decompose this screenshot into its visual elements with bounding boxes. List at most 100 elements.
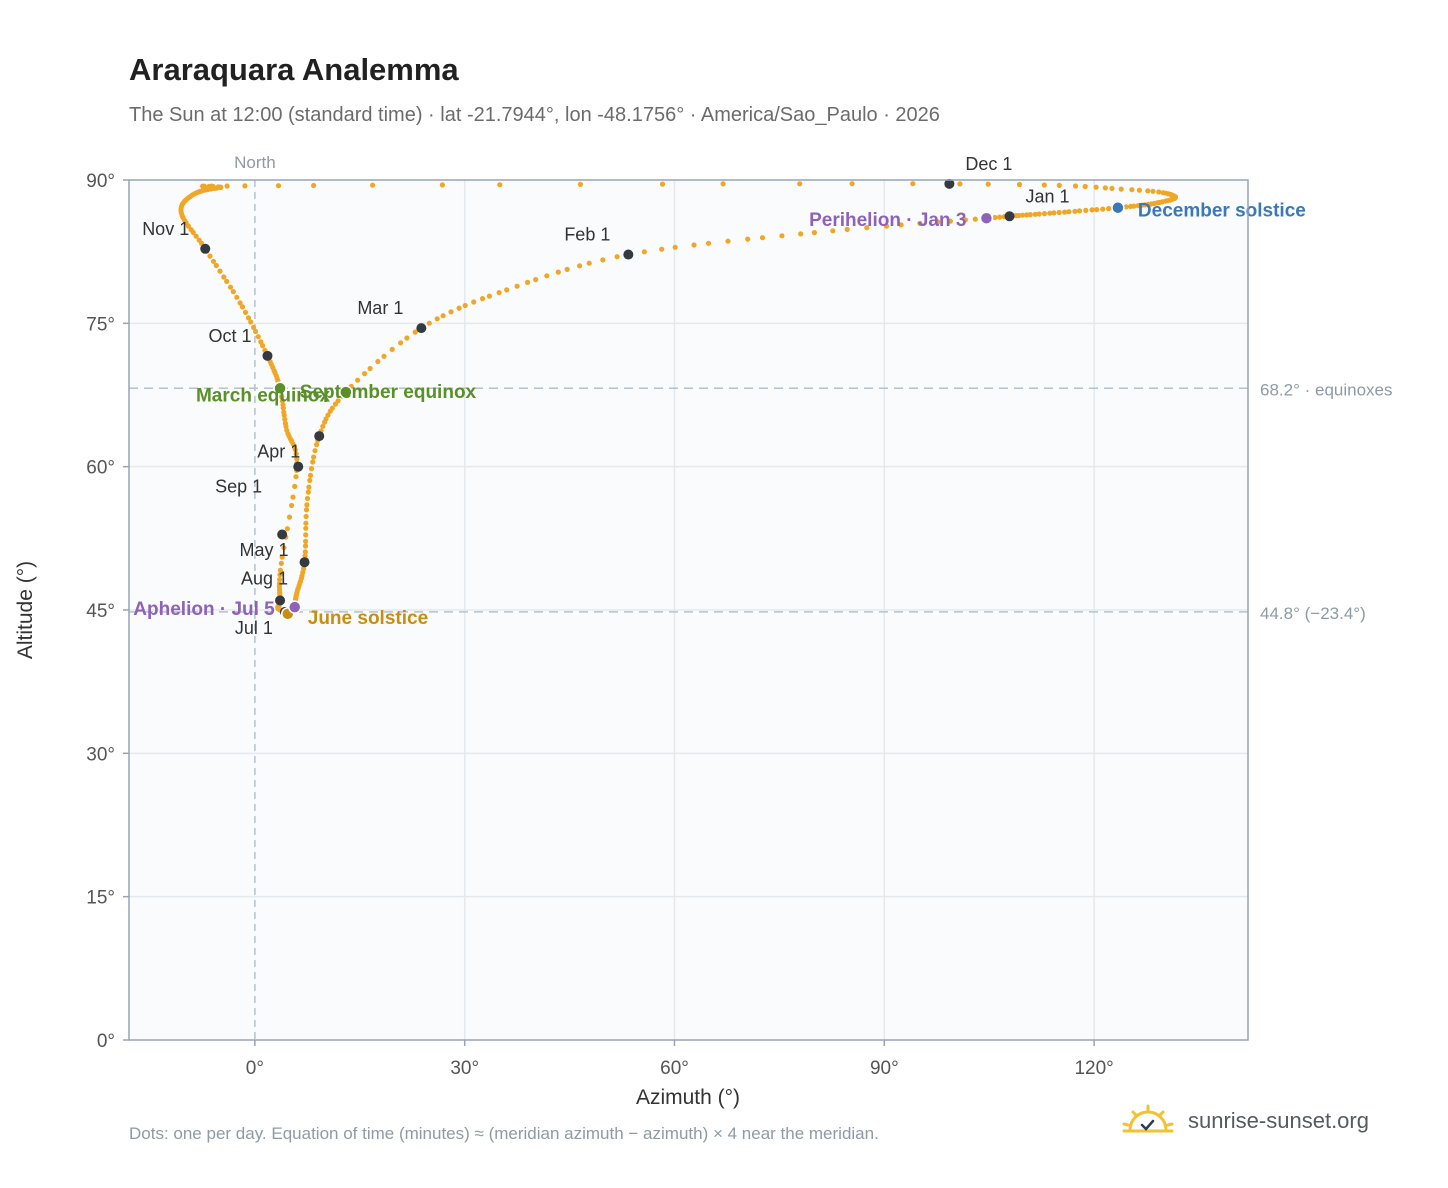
- day-dot: [1150, 188, 1156, 194]
- day-dot: [196, 237, 202, 243]
- month-marker: [275, 595, 286, 606]
- day-dot: [275, 183, 282, 189]
- x-tick-label: 120°: [1074, 1058, 1113, 1079]
- day-dot: [1100, 206, 1106, 212]
- y-tick-label: 75°: [86, 314, 115, 335]
- month-marker: [200, 243, 211, 254]
- sun-logo-icon: [1122, 1104, 1174, 1133]
- reference-line-label: 68.2° · equinoxes: [1260, 380, 1393, 399]
- day-dot: [289, 502, 295, 509]
- day-dot: [302, 549, 308, 555]
- day-dot: [745, 236, 751, 242]
- day-dot: [1072, 208, 1078, 214]
- day-dot: [255, 334, 261, 340]
- day-dot: [910, 181, 916, 187]
- day-dot: [230, 289, 236, 295]
- day-dot: [215, 184, 221, 190]
- y-axis-label: Altitude (°): [14, 561, 37, 659]
- x-tick-label: 90°: [870, 1058, 899, 1079]
- day-dot: [564, 266, 570, 272]
- day-dot: [307, 477, 313, 483]
- day-dot: [1041, 211, 1048, 217]
- event-marker: [1111, 200, 1125, 215]
- day-dot: [242, 183, 248, 189]
- month-label: Apr 1: [257, 442, 300, 462]
- chart-subtitle: The Sun at 12:00 (standard time) · lat -…: [129, 104, 940, 126]
- month-marker: [277, 529, 288, 540]
- day-dot: [962, 217, 969, 223]
- month-label: May 1: [240, 540, 289, 560]
- day-dot: [555, 269, 561, 275]
- y-tick-label: 60°: [86, 458, 115, 479]
- day-dot: [224, 183, 230, 189]
- day-dot: [514, 283, 520, 289]
- day-dot: [434, 316, 440, 322]
- day-dot: [659, 246, 665, 252]
- day-dot: [1032, 211, 1038, 217]
- month-label: Jul 1: [235, 618, 273, 638]
- north-label: North: [234, 153, 276, 172]
- event-marker: [339, 385, 353, 399]
- y-tick-label: 0°: [97, 1031, 115, 1052]
- day-dot: [276, 581, 282, 587]
- day-dot: [310, 459, 316, 465]
- day-dot: [614, 254, 620, 260]
- day-dot: [486, 293, 492, 299]
- day-dot: [234, 294, 240, 300]
- day-dot: [303, 520, 309, 526]
- day-dot: [947, 218, 953, 224]
- day-dot: [1082, 183, 1088, 190]
- day-dot: [456, 305, 462, 311]
- day-dot: [302, 543, 309, 549]
- axes: 0° 30° 60° 90° 120° 0° 15° 30° 45° 60° 75° 90°: [86, 171, 1114, 1079]
- day-dot: [304, 495, 311, 502]
- event-label: June solstice: [308, 608, 428, 629]
- day-dot: [844, 226, 850, 232]
- day-dot: [577, 263, 583, 269]
- event-label: December solstice: [1138, 201, 1306, 222]
- day-dot: [279, 398, 285, 404]
- day-dot: [367, 365, 373, 372]
- day-dot: [720, 181, 726, 187]
- day-dot: [245, 315, 252, 321]
- day-dot: [284, 526, 290, 532]
- day-dot: [1109, 185, 1115, 191]
- x-axis-label: Azimuth (°): [636, 1086, 740, 1109]
- day-dot: [992, 214, 998, 221]
- day-dot: [1094, 207, 1100, 213]
- reference-line-label: 44.8° (−23.4°): [1260, 604, 1366, 623]
- day-dot: [201, 183, 207, 189]
- event-label: Aphelion · Jul 5: [133, 599, 275, 620]
- event-marker: [288, 600, 302, 614]
- day-dot: [1135, 203, 1141, 209]
- day-dot: [1066, 209, 1072, 215]
- day-dot: [207, 253, 213, 259]
- day-dot: [311, 454, 317, 460]
- day-dot: [898, 222, 904, 228]
- day-dot: [659, 181, 666, 187]
- day-dot: [1139, 202, 1145, 208]
- day-dot: [864, 225, 870, 231]
- day-dot: [239, 304, 246, 310]
- day-dot: [303, 513, 309, 520]
- day-dot: [308, 466, 315, 472]
- day-dot: [1118, 186, 1124, 192]
- day-dot: [277, 567, 283, 573]
- day-dot: [1024, 212, 1030, 218]
- day-dot: [303, 538, 309, 544]
- day-dot: [398, 340, 404, 346]
- brand[interactable]: sunrise-sunset.org: [1120, 1104, 1369, 1138]
- day-dot: [883, 223, 890, 229]
- day-dot: [370, 182, 376, 188]
- day-dot: [303, 507, 310, 513]
- day-dot: [322, 419, 328, 425]
- month-marker: [314, 431, 325, 442]
- month-label: Feb 1: [564, 225, 610, 245]
- day-dot: [282, 420, 288, 427]
- day-dot: [375, 358, 381, 365]
- x-tick-label: 30°: [450, 1058, 479, 1079]
- month-marker: [623, 249, 634, 260]
- day-dot: [1051, 210, 1057, 216]
